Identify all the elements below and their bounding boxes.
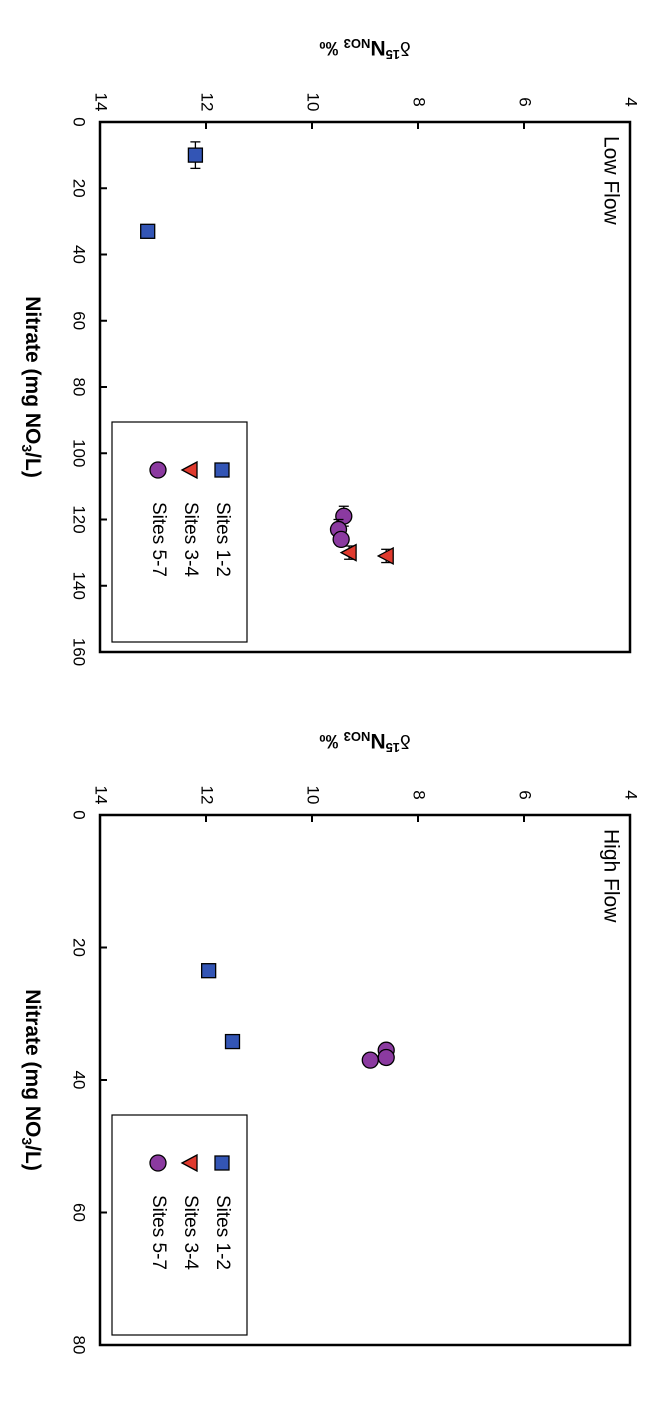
panel-label: Low Flow (599, 136, 622, 226)
square-marker (224, 1033, 241, 1050)
circle-marker (377, 1048, 395, 1067)
x-tick-label: 80 (70, 378, 89, 397)
legend-label: Sites 1-2 (212, 502, 233, 577)
x-tick-label: 0 (70, 810, 89, 819)
series-1 (200, 963, 241, 1050)
x-tick-label: 160 (70, 638, 89, 666)
y-tick-label: 12 (198, 93, 217, 112)
circle-marker (361, 1051, 379, 1069)
circle-marker (149, 1154, 167, 1172)
x-axis-title: Nitrate (mg NO3/L) (19, 296, 44, 478)
triangle-marker (376, 546, 394, 566)
triangle-marker (180, 1153, 198, 1173)
square-marker (200, 963, 217, 979)
legend-label: Sites 3-4 (180, 1195, 201, 1270)
legend-label: Sites 1-2 (212, 1195, 233, 1270)
circle-marker (332, 530, 350, 549)
x-tick-label: 40 (70, 1071, 89, 1090)
series-3 (361, 1041, 395, 1069)
x-tick-label: 40 (70, 245, 89, 264)
square-marker (187, 147, 204, 163)
y-tick-label: 10 (304, 786, 323, 805)
x-tick-label: 60 (70, 1203, 89, 1222)
series-1 (140, 141, 204, 239)
legend: Sites 1-2 Sites 3-4 Sites 5-7 (111, 421, 248, 643)
legend-box (111, 421, 248, 643)
x-tick-label: 20 (70, 938, 89, 957)
series-3 (329, 505, 353, 549)
panel-label: High Flow (599, 829, 622, 923)
y-axis-title: δ15NNO3 ‰ (319, 36, 410, 62)
y-tick-label: 10 (304, 93, 323, 112)
square-marker (214, 462, 230, 478)
circle-marker (149, 461, 167, 479)
y-tick-label: 14 (92, 93, 111, 112)
x-tick-label: 120 (70, 505, 89, 533)
legend-label: Sites 3-4 (180, 502, 201, 577)
y-tick-label: 12 (198, 786, 217, 805)
square-marker (140, 223, 156, 239)
legend-label: Sites 5-7 (148, 502, 169, 577)
panel-low-flow: 0 20 40 60 80 100 120 140 160 4 6 8 10 12 14 δ15NNO3 ‰ N… (19, 36, 640, 667)
legend: Sites 1-2 Sites 3-4 Sites 5-7 (111, 1114, 248, 1336)
y-tick-label: 6 (516, 97, 535, 106)
square-marker (214, 1155, 230, 1171)
x-axis-title: Nitrate (mg NO3/L) (19, 989, 44, 1171)
legend-box (111, 1114, 248, 1336)
y-tick-label: 6 (516, 790, 535, 799)
x-tick-label: 100 (70, 439, 89, 467)
panel-high-flow: 0 20 40 60 80 4 6 8 10 12 14 δ15NNO3 ‰ Nitrate (mg N… (19, 729, 640, 1355)
y-tick-label: 4 (622, 97, 641, 106)
series-2 (339, 543, 394, 566)
y-tick-label: 14 (92, 786, 111, 805)
x-tick-label: 60 (70, 311, 89, 330)
x-tick-label: 80 (70, 1336, 89, 1355)
triangle-marker (180, 460, 198, 480)
x-tick-label: 0 (70, 117, 89, 126)
legend-label: Sites 5-7 (148, 1195, 169, 1270)
y-tick-label: 8 (410, 790, 429, 799)
triangle-marker (339, 543, 357, 562)
x-tick-label: 20 (70, 179, 89, 198)
y-axis-title: δ15NNO3 ‰ (319, 729, 410, 755)
x-tick-label: 140 (70, 572, 89, 600)
y-tick-label: 8 (410, 97, 429, 106)
y-tick-label: 4 (622, 790, 641, 799)
